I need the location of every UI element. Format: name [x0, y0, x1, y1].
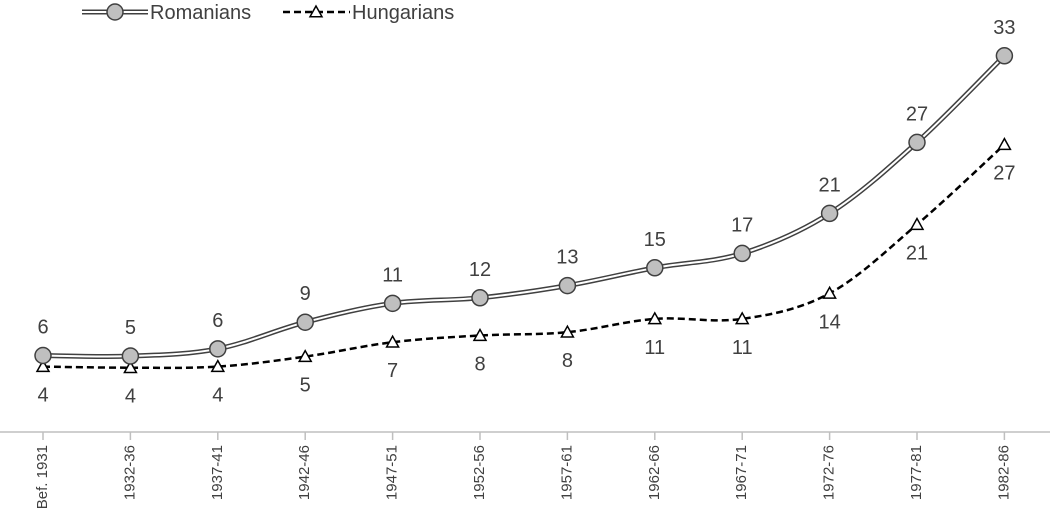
data-point-hungarians [210, 359, 226, 373]
data-point-romanians [646, 259, 664, 277]
x-tick-label: 1962-66 [646, 445, 663, 500]
x-tick-label: 1967-71 [733, 445, 750, 500]
series-line-hungarians [42, 143, 1006, 370]
x-tick-label: 1972-76 [821, 445, 838, 500]
data-point-romanians [121, 347, 140, 365]
data-point-hungarians [35, 359, 51, 373]
legend-label-romanians: Romanians [150, 2, 251, 24]
data-point-romanians [34, 346, 52, 365]
data-labels: 6 5 6 9 11 12 13 15 17 21 27 33 4 4 4 5 7 8 8 11 11 14 21 27 [37, 17, 1015, 408]
data-label-romanians: 15 [644, 229, 666, 251]
legend-marker-hungarians [308, 4, 324, 18]
data-point-romanians [908, 133, 926, 152]
x-tick-label: 1957-61 [558, 445, 575, 500]
series-layer [34, 47, 1014, 374]
data-label-romanians: 6 [37, 317, 48, 339]
x-axis: Bef. 1931 1932-36 1937-41 1942-46 1947-51 195… [0, 431, 1050, 509]
data-point-hungarians [909, 216, 925, 231]
data-point-hungarians [297, 349, 313, 363]
legend-marker-romanians [106, 3, 124, 21]
data-point-hungarians [997, 137, 1012, 151]
data-point-romanians [296, 313, 314, 331]
data-label-hungarians: 5 [300, 375, 311, 397]
data-label-hungarians: 4 [212, 385, 223, 407]
legend-label-hungarians: Hungarians [352, 2, 454, 24]
x-tick-label: 1942-46 [296, 445, 313, 500]
data-point-hungarians [647, 311, 663, 325]
data-label-romanians: 33 [993, 17, 1015, 39]
data-point-romanians [383, 294, 402, 313]
data-point-hungarians [822, 285, 837, 299]
data-point-romanians [558, 276, 577, 295]
data-label-hungarians: 11 [644, 337, 665, 359]
data-label-hungarians: 14 [818, 311, 840, 333]
data-label-hungarians: 27 [993, 163, 1015, 185]
data-point-hungarians [560, 324, 575, 338]
data-label-hungarians: 11 [732, 337, 753, 359]
data-label-hungarians: 4 [125, 386, 136, 408]
x-tick-label: 1932-36 [121, 445, 138, 500]
data-label-romanians: 9 [300, 283, 311, 305]
data-label-hungarians: 21 [906, 243, 928, 265]
data-point-hungarians [123, 360, 138, 374]
series-line-romanians-inner [42, 55, 1006, 358]
data-label-romanians: 6 [212, 310, 223, 332]
data-point-hungarians [472, 327, 488, 342]
data-label-romanians: 13 [556, 247, 578, 269]
legend: Romanians Hungarians [82, 2, 454, 24]
data-label-hungarians: 7 [387, 360, 398, 382]
data-label-romanians: 27 [906, 103, 928, 125]
x-tick-label: 1937-41 [209, 445, 226, 500]
x-tick-label: 1982-86 [995, 445, 1012, 500]
data-point-hungarians [734, 311, 750, 325]
data-point-hungarians [385, 334, 400, 348]
data-point-romanians [733, 244, 751, 263]
data-label-romanians: 11 [382, 264, 403, 286]
x-tick-label: 1947-51 [384, 445, 401, 500]
data-point-romanians [209, 340, 227, 358]
series-line-romanians [42, 54, 1007, 359]
data-point-romanians [995, 47, 1014, 65]
data-label-romanians: 12 [469, 259, 491, 281]
x-tick-label: Bef. 1931 [34, 445, 51, 509]
data-label-romanians: 17 [731, 214, 753, 236]
data-label-romanians: 5 [125, 317, 136, 339]
data-label-hungarians: 8 [474, 354, 485, 376]
data-label-hungarians: 8 [562, 350, 573, 372]
data-point-romanians [820, 204, 839, 223]
data-label-romanians: 21 [818, 174, 840, 196]
data-label-hungarians: 4 [37, 385, 48, 407]
data-point-romanians [471, 289, 489, 307]
x-tick-label: 1952-56 [471, 445, 488, 500]
x-tick-label: 1977-81 [908, 445, 925, 500]
